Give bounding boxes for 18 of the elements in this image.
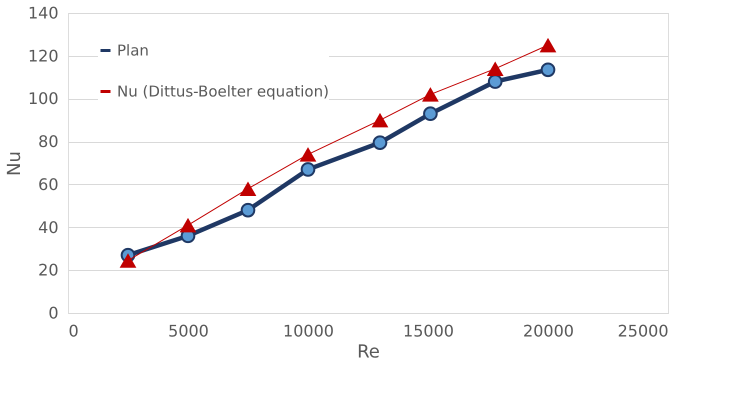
y-tick-label: 100 [28, 89, 58, 108]
y-tick-label: 60 [38, 174, 58, 194]
y-tick-label: 80 [38, 132, 58, 152]
x-tick-label: 10000 [283, 322, 334, 340]
y-axis-title: Nu [4, 151, 25, 176]
x-tick-label: 25000 [618, 322, 668, 340]
x-tick-label: 5000 [168, 322, 209, 340]
y-tick-label: 0 [48, 304, 58, 322]
legend-label: Plan [117, 42, 149, 60]
x-axis-title: Re [357, 342, 380, 362]
x-tick-label: 15000 [403, 322, 454, 340]
legend-label: Nu (Dittus-Boelter equation) [117, 82, 329, 100]
x-tick-label: 0 [68, 322, 79, 340]
x-tick-label: 20000 [523, 322, 574, 340]
y-tick-label: 120 [28, 46, 58, 66]
y-tick-label: 20 [38, 260, 58, 280]
y-tick-label: 40 [38, 218, 58, 237]
y-tick-label: 140 [28, 4, 58, 22]
